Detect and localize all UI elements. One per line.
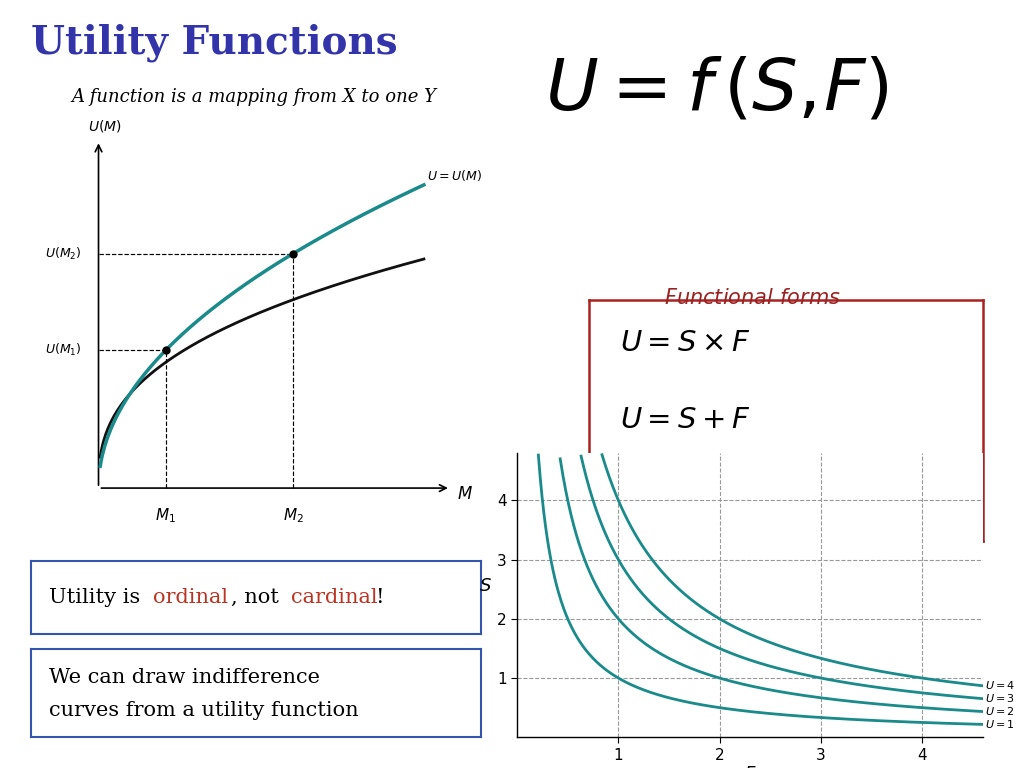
Y-axis label: $S$: $S$ [479,578,493,595]
Text: $U = S^{\alpha} F^{\beta}$: $U = S^{\alpha} F^{\beta}$ [621,482,745,513]
Text: $U(M)$: $U(M)$ [88,118,122,134]
Text: $M_2$: $M_2$ [283,506,303,525]
Text: We can draw indifference: We can draw indifference [49,667,319,687]
Text: $M$: $M$ [458,486,473,503]
Text: cardinal: cardinal [291,588,378,607]
Text: Utility Functions: Utility Functions [31,23,397,61]
X-axis label: $F$: $F$ [743,766,757,768]
Text: $U=2$: $U=2$ [985,705,1015,717]
Text: curves from a utility function: curves from a utility function [49,701,358,720]
Text: !: ! [376,588,384,607]
Text: $U=1$: $U=1$ [985,718,1015,730]
Text: $U(M_1)$: $U(M_1)$ [45,343,82,359]
Text: $U(M_2)$: $U(M_2)$ [45,246,82,262]
Text: $\it{Functional\ forms}$: $\it{Functional\ forms}$ [665,288,841,308]
Text: ordinal: ordinal [154,588,228,607]
Text: $M_1$: $M_1$ [156,506,176,525]
Text: $U=4$: $U=4$ [985,679,1016,691]
Text: $U = S + F$: $U = S + F$ [621,406,751,435]
Text: $U = S \times F$: $U = S \times F$ [621,329,751,357]
Text: $U=3$: $U=3$ [985,692,1015,704]
Text: $U = f\,(S,\!F)$: $U = f\,(S,\!F)$ [545,54,889,124]
Text: $U = U(M)$: $U = U(M)$ [427,168,482,184]
Text: , not: , not [231,588,286,607]
Text: A function is a mapping from X to one Y: A function is a mapping from X to one Y [72,88,436,106]
Text: Utility is: Utility is [49,588,146,607]
